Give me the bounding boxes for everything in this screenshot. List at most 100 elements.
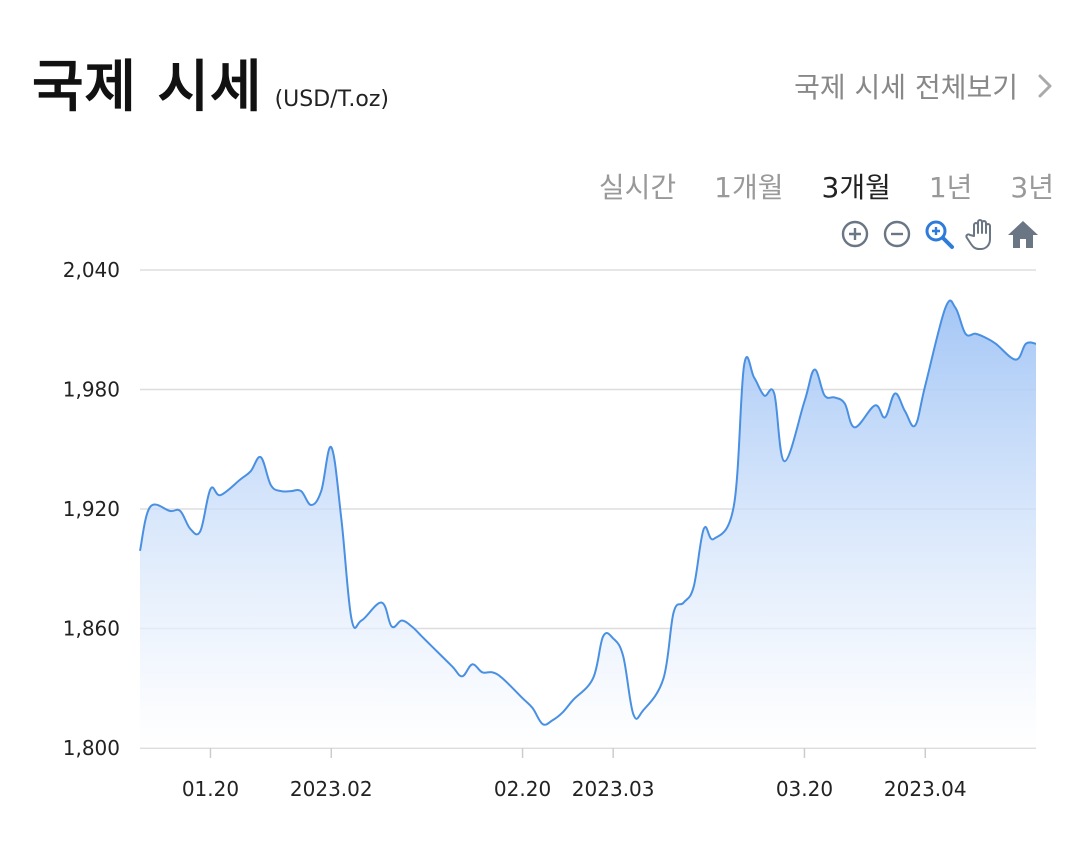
price-chart: 1,800 1,860 1,920 1,980 2,040 01.20 2023.02 02…: [63, 258, 1037, 801]
x-tick-label: 2023.04: [884, 777, 967, 801]
price-point: [743, 365, 745, 367]
price-point: [834, 396, 836, 398]
price-point: [522, 697, 524, 699]
price-point: [874, 404, 876, 406]
price-point: [612, 637, 614, 639]
price-point: [552, 719, 554, 721]
price-point: [894, 392, 896, 394]
price-point: [431, 645, 433, 647]
price-point: [663, 677, 665, 679]
price-point: [632, 713, 634, 715]
price-point: [270, 484, 272, 486]
period-tabs: 실시간 1개월 3개월 1년 3년: [599, 168, 1054, 208]
price-point: [300, 490, 302, 492]
home-reset-icon: [1008, 221, 1038, 248]
price-point: [924, 385, 926, 387]
price-point: [773, 392, 775, 394]
price-point: [421, 635, 423, 637]
tab-realtime[interactable]: 실시간: [598, 171, 677, 204]
zoom-out-icon: [883, 220, 911, 248]
price-point: [562, 711, 564, 713]
price-point: [290, 490, 292, 492]
price-point: [501, 677, 503, 679]
y-tick-label: 1,860: [63, 617, 120, 641]
reset-zoom-button[interactable]: [1006, 214, 1040, 254]
price-point: [391, 626, 393, 628]
price-point: [985, 337, 987, 339]
price-point: [914, 424, 916, 426]
price-point: [350, 618, 352, 620]
tab-1-month[interactable]: 1개월: [714, 171, 784, 204]
price-point: [995, 343, 997, 345]
view-all-label: 국제 시세 전체보기: [794, 71, 1018, 104]
pan-button[interactable]: [964, 214, 998, 254]
price-point: [683, 602, 685, 604]
price-point: [189, 528, 191, 530]
price-point: [149, 506, 151, 508]
page-title: 국제 시세 (USD/T.oz): [32, 48, 389, 140]
price-point: [642, 709, 644, 711]
view-all-link[interactable]: 국제 시세 전체보기: [794, 66, 1056, 106]
price-point: [169, 510, 171, 512]
price-point: [814, 369, 816, 371]
price-point: [401, 620, 403, 622]
chevron-right-icon: [1038, 74, 1052, 98]
zoom-out-button[interactable]: [880, 214, 914, 254]
x-tick-label: 2023.03: [572, 777, 655, 801]
price-point: [783, 460, 785, 462]
tab-1-year[interactable]: 1년: [928, 171, 973, 204]
price-point: [854, 426, 856, 428]
header: 국제 시세 (USD/T.oz) 국제 시세 전체보기: [32, 48, 1056, 128]
price-point: [975, 333, 977, 335]
price-point: [753, 377, 755, 379]
price-point: [602, 635, 604, 637]
price-point: [542, 723, 544, 725]
price-point: [884, 416, 886, 418]
y-axis: 1,800 1,860 1,920 1,980 2,040: [63, 258, 120, 760]
price-point: [240, 478, 242, 480]
price-area-fill: [140, 300, 1036, 748]
price-point: [713, 538, 715, 540]
y-tick-label: 2,040: [63, 258, 120, 282]
y-tick-label: 1,800: [63, 736, 120, 760]
price-point: [673, 612, 675, 614]
price-point: [491, 671, 493, 673]
price-point: [461, 675, 463, 677]
zoom-in-icon: [841, 220, 869, 248]
price-point: [179, 510, 181, 512]
price-point: [280, 490, 282, 492]
zoom-select-icon: [925, 220, 954, 249]
price-point: [763, 394, 765, 396]
price-point: [592, 677, 594, 679]
price-point: [622, 655, 624, 657]
price-point: [320, 490, 322, 492]
price-point: [703, 528, 705, 530]
price-point: [451, 665, 453, 667]
y-tick-label: 1,920: [63, 497, 120, 521]
x-axis: 01.20 2023.02 02.20 2023.03 03.20 2023.04: [182, 748, 967, 801]
price-point: [340, 518, 342, 520]
tab-3-years[interactable]: 3년: [1010, 171, 1054, 204]
price-point: [411, 626, 413, 628]
price-point: [199, 530, 201, 532]
price-point: [360, 620, 362, 622]
zoom-in-button[interactable]: [838, 214, 872, 254]
x-tick-label: 2023.02: [290, 777, 373, 801]
price-point: [1015, 359, 1017, 361]
x-tick-label: 02.20: [494, 777, 551, 801]
tab-3-months[interactable]: 3개월: [821, 171, 891, 204]
y-tick-label: 1,980: [63, 378, 120, 402]
price-point: [904, 410, 906, 412]
price-line: [139, 299, 1037, 726]
price-point: [844, 402, 846, 404]
title-text: 국제 시세: [32, 55, 263, 120]
price-point: [250, 470, 252, 472]
price-point: [572, 699, 574, 701]
price-point: [733, 504, 735, 506]
price-point: [260, 456, 262, 458]
price-point: [330, 446, 332, 448]
pan-hand-icon: [965, 219, 991, 250]
price-point: [381, 602, 383, 604]
zoom-select-button[interactable]: [922, 214, 956, 254]
price-point: [1035, 343, 1037, 345]
